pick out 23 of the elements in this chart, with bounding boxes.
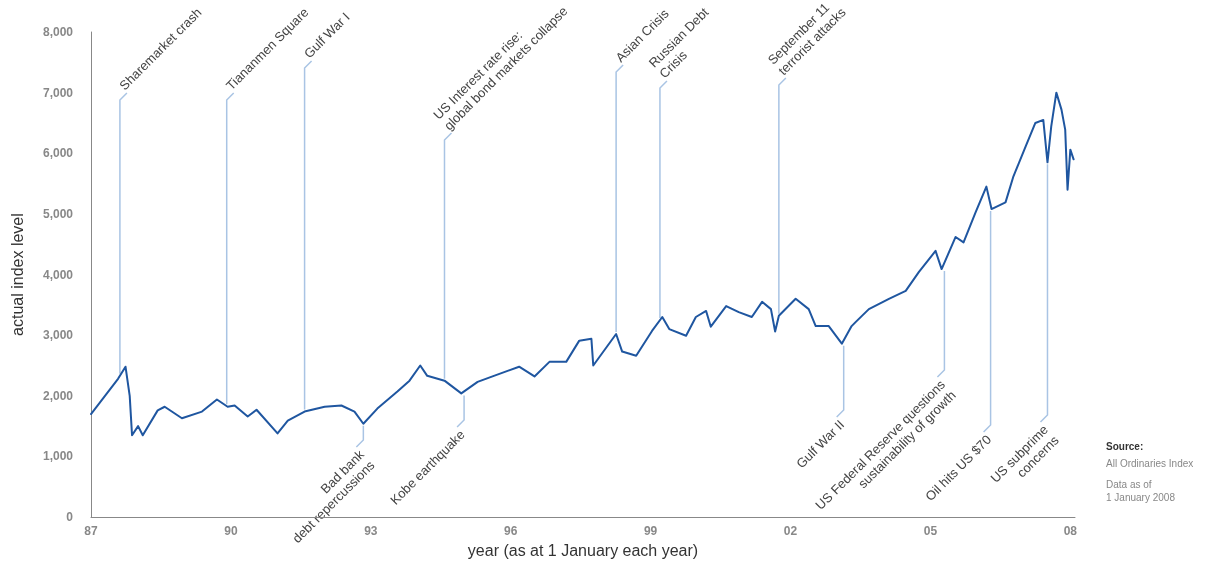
x-tick-label: 08 xyxy=(1063,524,1078,539)
y-tick-label: 6,000 xyxy=(42,146,74,161)
x-tick-label: 96 xyxy=(504,524,518,539)
y-tick-label: 1,000 xyxy=(42,449,74,464)
y-tick-label: 3,000 xyxy=(42,328,74,343)
y-tick-label: 0 xyxy=(66,510,74,525)
x-tick-label: 99 xyxy=(643,524,658,539)
y-axis-title: actual index level xyxy=(8,213,26,336)
x-tick-label: 05 xyxy=(923,524,938,539)
x-tick-label: 87 xyxy=(84,524,98,539)
y-tick-label: 4,000 xyxy=(42,267,74,282)
y-tick-label: 5,000 xyxy=(42,206,74,221)
x-tick-label: 93 xyxy=(364,524,378,539)
x-tick-label: 90 xyxy=(224,524,238,539)
y-tick-label: 8,000 xyxy=(42,25,74,39)
x-tick-label: 02 xyxy=(783,524,798,539)
y-tick-label: 2,000 xyxy=(42,388,74,403)
annotation: Gulf War II xyxy=(793,417,848,472)
source-note: Source: xyxy=(1106,441,1144,452)
x-axis-title: year (as at 1 January each year) xyxy=(467,541,699,559)
y-tick-label: 7,000 xyxy=(42,85,74,100)
text: Data as of 1 January 2008 xyxy=(1106,479,1176,503)
text: All Ordinaries Index xyxy=(1106,458,1194,469)
